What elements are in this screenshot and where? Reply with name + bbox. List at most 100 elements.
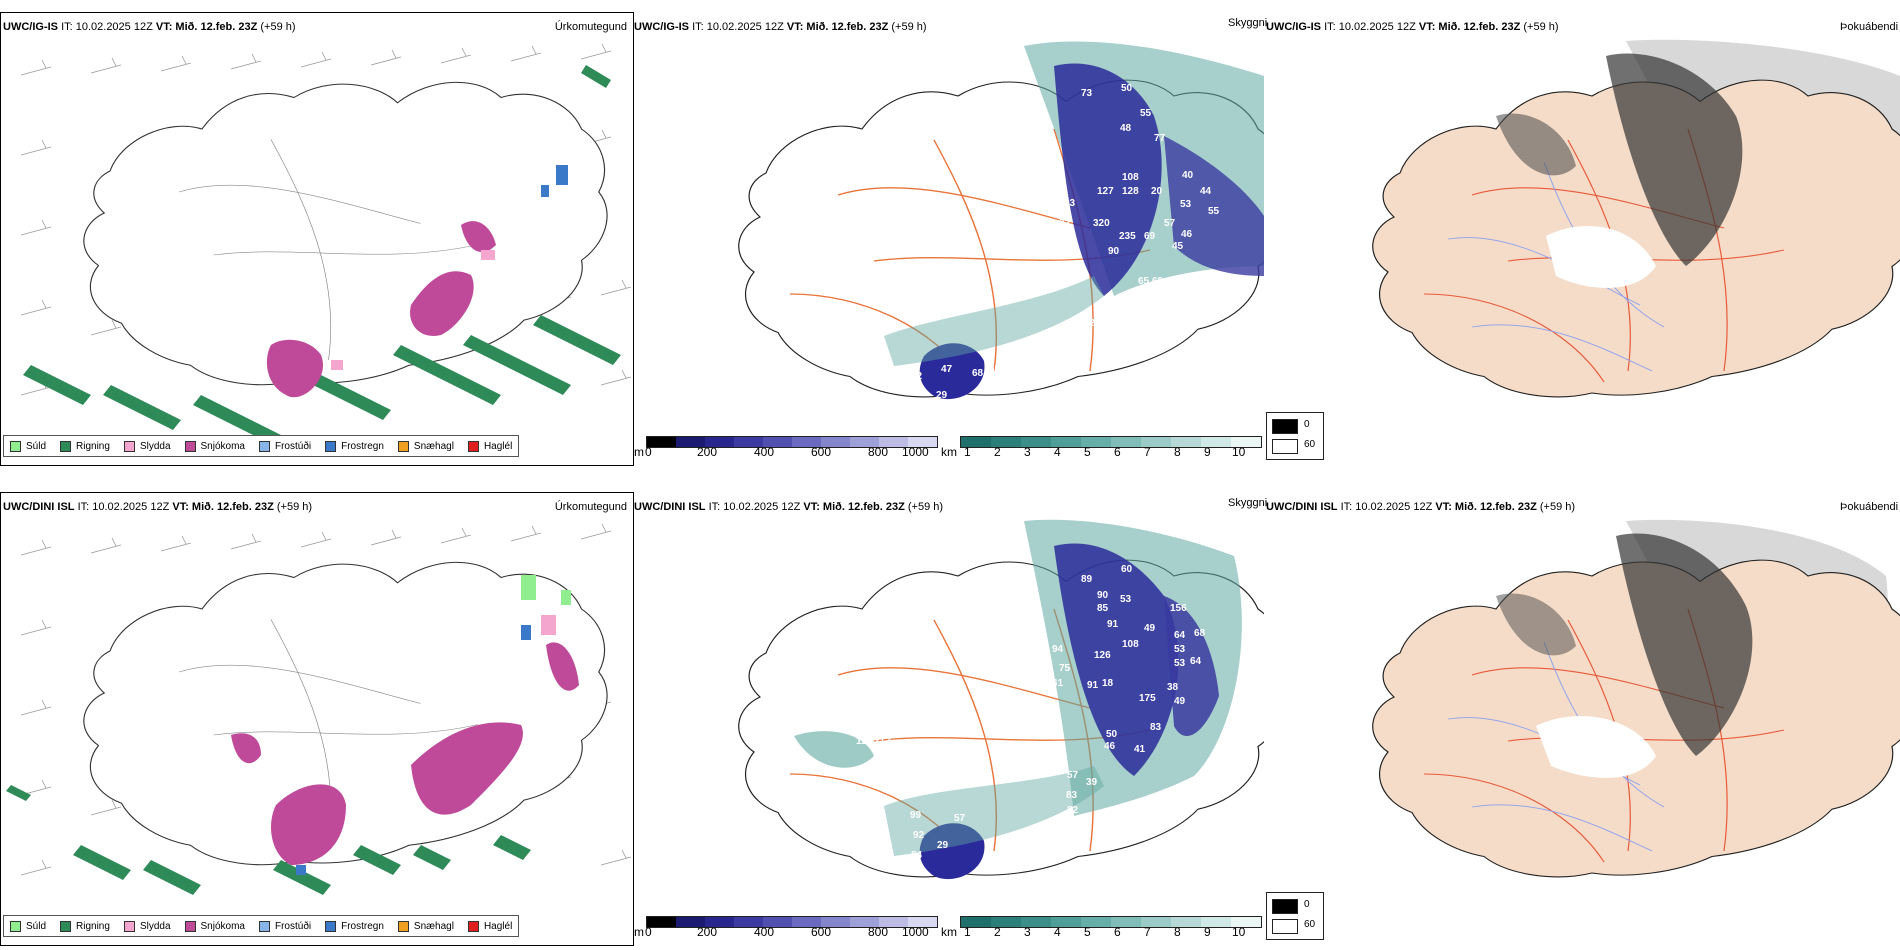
ceiling-title-bottom: UWC/DINI ISL IT: 10.02.2025 12Z VT: Mið.…: [634, 501, 944, 513]
ceiling-value: 85: [1097, 603, 1109, 614]
ceiling-label-top: Skyggni: [1228, 17, 1268, 29]
ceiling-value: 61: [1052, 678, 1064, 689]
ceiling-value: 320: [1093, 218, 1110, 229]
fog-legend-top: 0 60: [1266, 412, 1324, 460]
ceiling-value: 212: [874, 736, 891, 747]
precip-title-bottom: UWC/DINI ISL IT: 10.02.2025 12Z VT: Mið.…: [3, 501, 313, 513]
ceiling-value: 77: [1154, 133, 1166, 144]
legend-item: Frostregn: [325, 920, 384, 932]
ceiling-tick: 800: [868, 445, 889, 459]
ceiling-value: 38: [1167, 682, 1179, 693]
legend-item: Snjókoma: [184, 920, 245, 932]
ceiling-colorbar: [646, 436, 938, 448]
ceiling-tick: 600: [811, 925, 832, 939]
ceiling-value: 99: [910, 810, 922, 821]
fog-panel-top: UWC/IG-IS IT: 10.02.2025 12Z VT: Mið. 12…: [1266, 12, 1900, 464]
vis-tick: 5: [1084, 445, 1091, 459]
ceiling-value: 75: [1059, 663, 1071, 674]
ceiling-value: 64: [1174, 630, 1186, 641]
precip-map-bottom: [6, 523, 632, 895]
ceiling-bar-unit: m: [634, 925, 644, 939]
ceiling-value: 94: [1052, 644, 1064, 655]
ceiling-value: 91: [1087, 680, 1099, 691]
ceiling-value: 42: [1084, 318, 1096, 329]
fog-legend-value: 60: [1304, 919, 1316, 930]
vis-tick: 7: [1144, 445, 1151, 459]
ceiling-value: 50: [1106, 729, 1118, 740]
ceiling-value: 45: [1061, 328, 1073, 339]
ceiling-value: 69: [1152, 276, 1164, 287]
ceiling-value: 55: [1208, 206, 1220, 217]
ceiling-tick: 600: [811, 445, 832, 459]
precip-title-top: UWC/IG-IS IT: 10.02.2025 12Z VT: Mið. 12…: [3, 21, 296, 33]
ceiling-value: 84: [911, 850, 923, 861]
ceiling-value: 126: [1094, 650, 1111, 661]
vis-tick: 9: [1204, 445, 1211, 459]
ceiling-value: 12: [911, 371, 923, 382]
legend-item: Snæhagl: [397, 440, 454, 452]
fog-legend-value: 0: [1304, 899, 1310, 910]
ceiling-value: 54: [1102, 296, 1114, 307]
legend-item: Frostúði: [258, 440, 311, 452]
ceiling-value: 05: [991, 186, 1003, 197]
legend-item: Slydda: [123, 440, 171, 452]
precip-panel-top: UWC/IG-IS IT: 10.02.2025 12Z VT: Mið. 12…: [0, 12, 634, 466]
ceiling-value: 18: [1102, 678, 1114, 689]
ceiling-value: 53: [1174, 644, 1186, 655]
ceiling-map-top: 73 50 55 48 77 40 44 53 55 05 108 127 12…: [738, 41, 1264, 401]
ceiling-value: 53: [1180, 199, 1192, 210]
precip-label-bottom: Úrkomutegund: [554, 501, 627, 513]
fog-legend-value: 60: [1304, 439, 1316, 450]
ceiling-value: 49: [1174, 696, 1186, 707]
ceiling-tick: 1000: [902, 925, 929, 939]
ceiling-value: 47: [941, 364, 953, 375]
ceiling-value: 156: [1170, 603, 1187, 614]
ceiling-tick: 800: [868, 925, 889, 939]
fog-legend-bottom: 0 60: [1266, 892, 1324, 940]
ceiling-value: 39: [1086, 777, 1098, 788]
ceiling-value: 55: [1140, 108, 1152, 119]
fog-map-bottom: [1372, 519, 1900, 878]
vis-colorbar: [960, 916, 1262, 928]
ceiling-tick: 400: [754, 925, 775, 939]
precip-map-top: [20, 43, 632, 445]
legend-item: Súld: [10, 440, 46, 452]
ceiling-tick: 200: [697, 925, 718, 939]
precip-label-top: Úrkomutegund: [554, 21, 627, 33]
legend-item: Haglél: [467, 920, 512, 932]
ceiling-value: 92: [913, 830, 925, 841]
legend-item: Frostúði: [258, 920, 311, 932]
ceiling-value: 73: [1081, 88, 1093, 99]
ceiling-value: 57: [1164, 218, 1176, 229]
ceiling-value: 69: [1144, 231, 1156, 242]
snow-areas: [266, 221, 496, 398]
ceiling-value: 46: [1181, 229, 1193, 240]
ceiling-tick: 1000: [902, 445, 929, 459]
legend-item: Rigning: [60, 920, 110, 932]
precip-panel-bottom: UWC/DINI ISL IT: 10.02.2025 12Z VT: Mið.…: [0, 492, 634, 946]
vis-tick: 9: [1204, 925, 1211, 939]
ceiling-value: 127: [1097, 186, 1114, 197]
ceiling-value: 41: [1134, 744, 1146, 755]
vis-tick: 3: [1024, 925, 1031, 939]
vis-tick: 3: [1024, 445, 1031, 459]
fog-title-top: UWC/IG-IS IT: 10.02.2025 12Z VT: Mið. 12…: [1266, 21, 1559, 33]
ceiling-value: 83: [1150, 722, 1162, 733]
fog-title-bottom: UWC/DINI ISL IT: 10.02.2025 12Z VT: Mið.…: [1266, 501, 1576, 513]
vis-tick: 8: [1174, 925, 1181, 939]
ceiling-value: 64: [1190, 656, 1202, 667]
ceiling-colorbar: [646, 916, 938, 928]
vis-tick: 6: [1114, 445, 1121, 459]
ceiling-map-bottom: 89 60 90 53 85 156 91 49 68 64 108 53 64…: [738, 519, 1264, 880]
ceiling-panel-bottom: UWC/DINI ISL IT: 10.02.2025 12Z VT: Mið.…: [634, 492, 1267, 944]
fog-panel-bottom: UWC/DINI ISL IT: 10.02.2025 12Z VT: Mið.…: [1266, 492, 1900, 944]
ceiling-value: 90: [1108, 246, 1120, 257]
ceiling-value: 59: [989, 364, 1001, 375]
ceiling-value: 83: [1066, 790, 1078, 801]
ceiling-tick: 200: [697, 445, 718, 459]
fog-label-bottom: Þokuábendi: [1840, 501, 1899, 513]
ceiling-value: 89: [1081, 574, 1093, 585]
ceiling-bar-unit: m: [634, 445, 644, 459]
vis-tick: 5: [1084, 925, 1091, 939]
vis-tick: 2: [994, 445, 1001, 459]
